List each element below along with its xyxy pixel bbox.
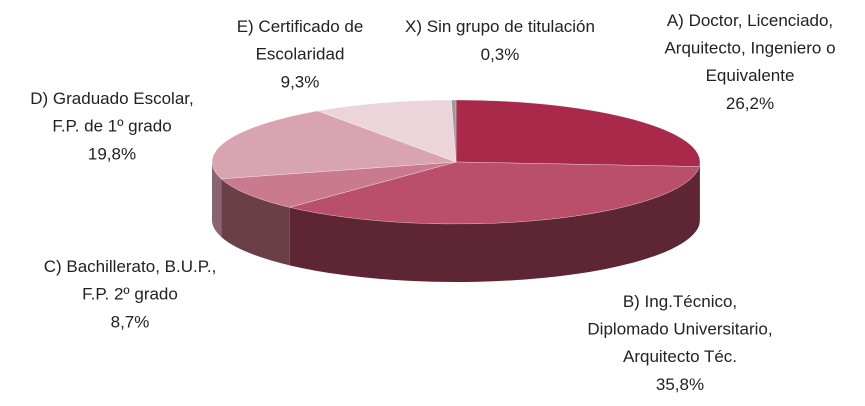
slice-side: [212, 162, 222, 237]
value-label: 0,3%: [481, 45, 520, 64]
slice-label: E) Certificado de Escolaridad: [237, 17, 364, 64]
slice-side: [699, 162, 700, 225]
slice: [211, 110, 457, 179]
slice: [455, 99, 701, 167]
slice-label: B) Ing.Técnico, Diplomado Universitario, A…: [587, 292, 772, 366]
slice-side: [289, 166, 700, 282]
slice: [220, 161, 457, 208]
slice-label: C) Bachillerato, B.U.P., F.P. 2º grado: [44, 257, 217, 304]
slice: [317, 99, 457, 163]
slice: [451, 99, 457, 163]
slice-side: [221, 178, 290, 266]
value-label: 26,2%: [726, 94, 774, 113]
slice-label: X) Sin grupo de titulación: [405, 17, 595, 36]
value-label: 19,8%: [88, 144, 136, 163]
value-label: 9,3%: [281, 72, 320, 91]
slice-label: D) Graduado Escolar, F.P. de 1º grado: [30, 89, 193, 136]
slice-label: A) Doctor, Licenciado, Arquitecto, Ingeni…: [664, 11, 835, 85]
value-label: 35,8%: [656, 375, 704, 394]
value-label: 8,7%: [111, 312, 150, 331]
slice: [289, 161, 700, 225]
